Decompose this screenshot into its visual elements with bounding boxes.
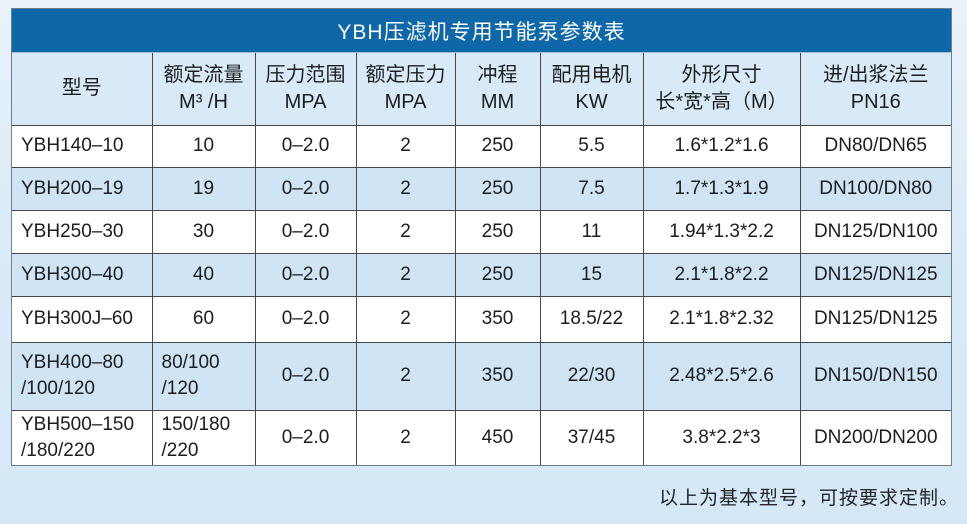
- cell-model: YBH200–19: [12, 166, 153, 211]
- cell-model: YBH300J–60: [12, 295, 153, 343]
- cell-flow: 150/180 /220: [151, 409, 256, 465]
- header-cell-motor: 配用电机 KW: [539, 53, 644, 126]
- cell-motor: 7.5: [539, 166, 644, 211]
- cell-flange: DN125/DN125: [799, 295, 951, 343]
- cell-rated-pressure: 2: [355, 295, 456, 343]
- cell-flow: 19: [151, 166, 256, 211]
- params-table: 型号 额定流量 M³ /H 压力范围 MPA 额定压力 MPA 冲程 MM 配用…: [12, 53, 951, 465]
- cell-stroke: 250: [454, 166, 541, 211]
- header-cell-rated-pressure: 额定压力 MPA: [355, 53, 456, 126]
- parameter-table: YBH压滤机专用节能泵参数表 型号 额定流量 M³ /H 压力范围 MPA 额定…: [11, 8, 952, 466]
- table-row: YBH300–40 40 0–2.0 2 250 15 2.1*1.8*2.2 …: [12, 252, 951, 297]
- cell-dimensions: 1.94*1.3*2.2: [642, 209, 801, 254]
- cell-dimensions: 2.1*1.8*2.32: [642, 295, 801, 343]
- cell-flow: 40: [151, 252, 256, 297]
- cell-rated-pressure: 2: [355, 209, 456, 254]
- cell-motor: 11: [539, 209, 644, 254]
- cell-stroke: 350: [454, 295, 541, 343]
- cell-motor: 15: [539, 252, 644, 297]
- table-row: YBH200–19 19 0–2.0 2 250 7.5 1.7*1.3*1.9…: [12, 166, 951, 211]
- cell-dimensions: 1.7*1.3*1.9: [642, 166, 801, 211]
- cell-flange: DN80/DN65: [799, 124, 951, 168]
- cell-rated-pressure: 2: [355, 409, 456, 465]
- cell-flange: DN200/DN200: [799, 409, 951, 465]
- cell-dimensions: 2.1*1.8*2.2: [642, 252, 801, 297]
- header-cell-dimensions: 外形尺寸 长*宽*高（M）: [642, 53, 801, 126]
- cell-pressure-range: 0–2.0: [254, 166, 357, 211]
- cell-model: YBH140–10: [12, 124, 153, 168]
- cell-stroke: 250: [454, 252, 541, 297]
- cell-stroke: 250: [454, 209, 541, 254]
- cell-flange: DN125/DN125: [799, 252, 951, 297]
- cell-flow: 60: [151, 295, 256, 343]
- cell-stroke: 250: [454, 124, 541, 168]
- cell-dimensions: 2.48*2.5*2.6: [642, 341, 801, 411]
- header-cell-pressure-range: 压力范围 MPA: [254, 53, 357, 126]
- table-row: YBH250–30 30 0–2.0 2 250 11 1.94*1.3*2.2…: [12, 209, 951, 254]
- footer-note: 以上为基本型号，可按要求定制。: [658, 488, 959, 509]
- cell-flange: DN100/DN80: [799, 166, 951, 211]
- cell-rated-pressure: 2: [355, 252, 456, 297]
- table-row: YBH300J–60 60 0–2.0 2 350 18.5/22 2.1*1.…: [12, 295, 951, 343]
- cell-dimensions: 1.6*1.2*1.6: [642, 124, 801, 168]
- cell-motor: 22/30: [539, 341, 644, 411]
- cell-motor: 18.5/22: [539, 295, 644, 343]
- header-cell-rated-flow: 额定流量 M³ /H: [151, 53, 256, 126]
- cell-flange: DN150/DN150: [799, 341, 951, 411]
- table-row: YBH400–80 /100/120 80/100 /120 0–2.0 2 3…: [12, 341, 951, 411]
- cell-pressure-range: 0–2.0: [254, 124, 357, 168]
- cell-rated-pressure: 2: [355, 341, 456, 411]
- header-row: 型号 额定流量 M³ /H 压力范围 MPA 额定压力 MPA 冲程 MM 配用…: [12, 53, 951, 126]
- cell-motor: 5.5: [539, 124, 644, 168]
- cell-flange: DN125/DN100: [799, 209, 951, 254]
- cell-stroke: 350: [454, 341, 541, 411]
- cell-flow: 80/100 /120: [151, 341, 256, 411]
- cell-flow: 10: [151, 124, 256, 168]
- table-title: YBH压滤机专用节能泵参数表: [12, 9, 951, 53]
- cell-rated-pressure: 2: [355, 124, 456, 168]
- cell-pressure-range: 0–2.0: [254, 409, 357, 465]
- cell-model: YBH300–40: [12, 252, 153, 297]
- cell-pressure-range: 0–2.0: [254, 209, 357, 254]
- cell-stroke: 450: [454, 409, 541, 465]
- cell-model: YBH250–30: [12, 209, 153, 254]
- cell-model: YBH400–80 /100/120: [12, 341, 153, 411]
- table-row: YBH500–150 /180/220 150/180 /220 0–2.0 2…: [12, 409, 951, 465]
- header-cell-model: 型号: [12, 53, 153, 126]
- cell-dimensions: 3.8*2.2*3: [642, 409, 801, 465]
- cell-pressure-range: 0–2.0: [254, 295, 357, 343]
- cell-motor: 37/45: [539, 409, 644, 465]
- cell-model: YBH500–150 /180/220: [12, 409, 153, 465]
- cell-flow: 30: [151, 209, 256, 254]
- cell-rated-pressure: 2: [355, 166, 456, 211]
- cell-pressure-range: 0–2.0: [254, 252, 357, 297]
- header-cell-flange: 进/出浆法兰 PN16: [799, 53, 951, 126]
- cell-pressure-range: 0–2.0: [254, 341, 357, 411]
- table-row: YBH140–10 10 0–2.0 2 250 5.5 1.6*1.2*1.6…: [12, 124, 951, 168]
- header-cell-stroke: 冲程 MM: [454, 53, 541, 126]
